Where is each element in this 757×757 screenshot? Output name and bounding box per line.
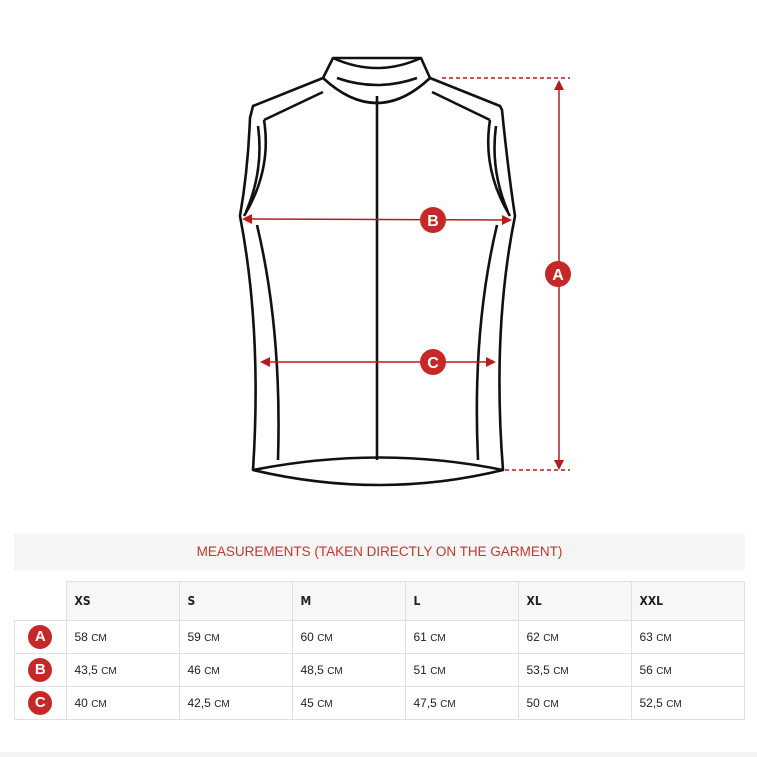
measurement-cell: 63 CM: [630, 620, 745, 654]
unit-label: CM: [317, 699, 333, 710]
measurement-value: 56: [639, 663, 653, 677]
unit-label: CM: [91, 633, 107, 644]
measurement-cell: 47,5 CM: [404, 686, 519, 720]
measurement-value: 48,5: [300, 663, 324, 677]
measurement-value: 46: [187, 663, 201, 677]
measurement-cell: 50 CM: [517, 686, 632, 720]
measurement-cell: 52,5 CM: [630, 686, 745, 720]
row-badge: C: [28, 691, 53, 715]
measurement-value: 53,5: [526, 663, 550, 677]
unit-label: CM: [317, 633, 333, 644]
measurement-cell: 53,5 CM: [517, 653, 632, 687]
measurement-lines: [242, 77, 570, 471]
unit-label: CM: [430, 633, 446, 644]
unit-label: CM: [553, 666, 569, 677]
measurement-cell: 40 CM: [65, 686, 180, 720]
unit-label: CM: [543, 633, 559, 644]
measurement-cell: 58 CM: [65, 620, 180, 654]
measurement-value: 42,5: [187, 696, 211, 710]
measurement-value: 50: [526, 696, 540, 710]
measurement-cell: 61 CM: [404, 620, 519, 654]
row-label-cell: A: [14, 620, 67, 654]
size-table: XS S M L XL XXL A 58 CM 59 CM 60 CM 61 CM 62 …: [14, 581, 745, 720]
unit-label: CM: [327, 666, 343, 677]
badge-b: B: [420, 207, 446, 233]
unit-label: CM: [666, 699, 682, 710]
size-header: L: [404, 581, 519, 621]
footer-divider: [0, 752, 757, 757]
corner-cell: [14, 581, 66, 621]
unit-label: CM: [101, 666, 117, 677]
measurements-title: MEASUREMENTS (TAKEN DIRECTLY ON THE GARM…: [14, 534, 745, 570]
row-label-cell: B: [14, 653, 67, 687]
row-badge: A: [28, 625, 53, 649]
measurement-cell: 51 CM: [404, 653, 519, 687]
measurement-value: 62: [526, 630, 540, 644]
size-header: XL: [517, 581, 632, 621]
measurement-value: 63: [639, 630, 653, 644]
row-badge: B: [28, 658, 53, 682]
svg-text:B: B: [427, 213, 439, 230]
measurement-cell: 60 CM: [291, 620, 406, 654]
measurement-cell: 46 CM: [178, 653, 293, 687]
unit-label: CM: [430, 666, 446, 677]
badge-a: A: [545, 261, 571, 287]
header-row: XS S M L XL XXL: [14, 581, 745, 621]
measurement-value: 52,5: [639, 696, 663, 710]
unit-label: CM: [204, 666, 220, 677]
measurement-value: 45: [300, 696, 314, 710]
vest-outline: [238, 56, 517, 487]
table-row: A 58 CM 59 CM 60 CM 61 CM 62 CM 63 CM: [14, 620, 745, 654]
table-row: C 40 CM 42,5 CM 45 CM 47,5 CM 50 CM 52,5 CM: [14, 686, 745, 720]
measurement-cell: 62 CM: [517, 620, 632, 654]
vest-diagram: A B C: [238, 56, 571, 487]
unit-label: CM: [214, 699, 230, 710]
row-label-cell: C: [14, 686, 67, 720]
measurement-value: 60: [300, 630, 314, 644]
table-row: B 43,5 CM 46 CM 48,5 CM 51 CM 53,5 CM 56 CM: [14, 653, 745, 687]
size-header: S: [178, 581, 293, 621]
badge-c: C: [420, 349, 446, 375]
svg-text:C: C: [427, 355, 439, 372]
unit-label: CM: [656, 666, 672, 677]
svg-text:A: A: [552, 267, 564, 284]
measurement-cell: 43,5 CM: [65, 653, 180, 687]
measurement-value: 43,5: [74, 663, 98, 677]
measurement-value: 61: [413, 630, 427, 644]
measurement-value: 58: [74, 630, 88, 644]
size-header: XS: [65, 581, 180, 621]
measurement-value: 40: [74, 696, 88, 710]
size-header: M: [291, 581, 406, 621]
size-header: XXL: [630, 581, 745, 621]
measurement-cell: 56 CM: [630, 653, 745, 687]
unit-label: CM: [91, 699, 107, 710]
measurement-value: 47,5: [413, 696, 437, 710]
unit-label: CM: [543, 699, 559, 710]
measurement-value: 51: [413, 663, 427, 677]
unit-label: CM: [656, 633, 672, 644]
measurement-cell: 59 CM: [178, 620, 293, 654]
measurement-value: 59: [187, 630, 201, 644]
measurement-cell: 42,5 CM: [178, 686, 293, 720]
unit-label: CM: [440, 699, 456, 710]
measurement-cell: 48,5 CM: [291, 653, 406, 687]
measurement-cell: 45 CM: [291, 686, 406, 720]
unit-label: CM: [204, 633, 220, 644]
